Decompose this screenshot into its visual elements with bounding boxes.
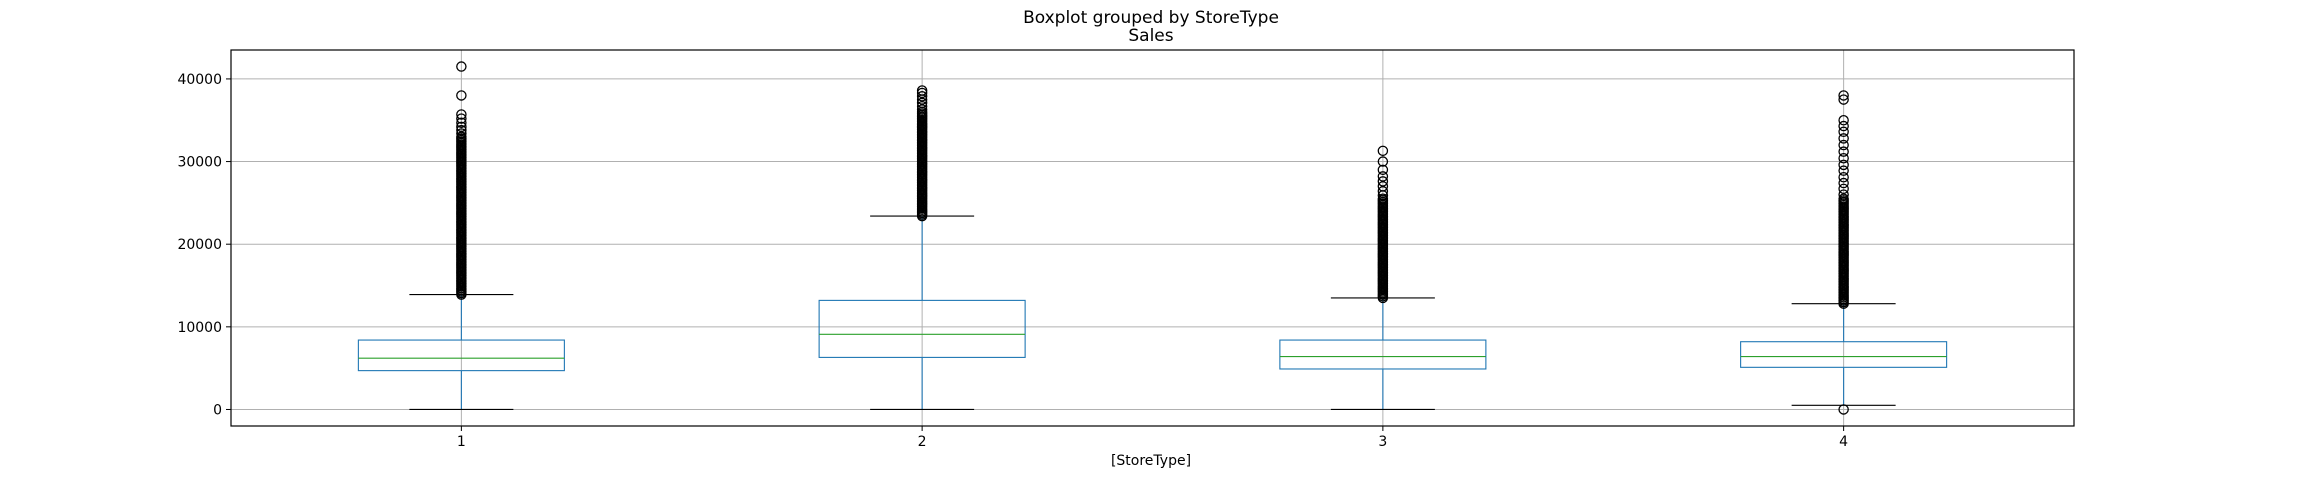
y-tick-label: 30000 <box>177 155 222 171</box>
outlier-point <box>456 109 467 120</box>
box-group-2 <box>818 85 1026 411</box>
outlier-point <box>456 90 467 101</box>
outlier-point <box>1838 94 1849 105</box>
outlier-point <box>916 97 928 109</box>
outlier-point <box>1838 165 1849 176</box>
iqr-box <box>1740 341 1948 368</box>
y-tick-label: 0 <box>213 402 222 418</box>
outlier-point <box>1838 159 1849 171</box>
outlier-point <box>1377 156 1389 167</box>
outlier-point <box>1838 183 1849 195</box>
outlier-point <box>1838 153 1849 164</box>
box-group-4 <box>1740 90 1948 415</box>
box-group-1 <box>357 61 565 411</box>
boxplot-series <box>357 61 1948 415</box>
iqr-box <box>818 299 1026 358</box>
outlier-point <box>1838 90 1849 101</box>
chart-title: Boxplot grouped by StoreType <box>1023 8 1279 28</box>
y-tick-label: 20000 <box>177 237 222 253</box>
outlier-point <box>916 85 928 96</box>
grid-lines <box>231 50 2074 426</box>
iqr-box <box>1279 339 1487 370</box>
outlier-point <box>1377 171 1389 182</box>
outlier-point <box>1377 164 1389 176</box>
outlier-point <box>1377 193 1389 204</box>
outlier-point <box>1838 146 1849 157</box>
outlier-point <box>456 113 467 124</box>
outlier-point <box>1838 404 1849 415</box>
outlier-point <box>1377 186 1389 197</box>
x-axis-label: [StoreType] <box>1111 453 1191 469</box>
outlier-point <box>1838 133 1849 144</box>
plot-area-frame <box>230 49 2075 427</box>
iqr-box <box>357 339 565 372</box>
outlier-point <box>916 100 928 112</box>
outlier-point <box>456 61 467 72</box>
box-group-3 <box>1279 145 1487 411</box>
x-axis-ticks: 1 2 3 4 <box>457 426 1848 450</box>
outlier-point <box>1377 145 1389 157</box>
x-tick-label: 4 <box>1839 434 1848 450</box>
outlier-point <box>1838 126 1849 138</box>
outlier-point <box>456 128 467 139</box>
outlier-point <box>916 104 928 115</box>
y-axis-ticks: 0 10000 20000 30000 40000 <box>177 72 231 418</box>
outlier-point <box>456 124 467 136</box>
outlier-point <box>1377 181 1389 192</box>
outlier-point <box>1838 139 1849 151</box>
outlier-point <box>1838 193 1849 204</box>
y-tick-label: 40000 <box>177 72 222 88</box>
x-tick-label: 3 <box>1378 434 1387 450</box>
y-tick-label: 10000 <box>177 320 222 336</box>
x-tick-label: 2 <box>918 434 927 450</box>
x-tick-label: 1 <box>457 434 466 450</box>
outlier-point <box>456 117 467 128</box>
outlier-point <box>1838 177 1849 189</box>
outlier-point <box>1838 189 1849 200</box>
outlier-point <box>1377 176 1389 187</box>
outlier-point <box>456 131 467 143</box>
chart-subtitle: Sales <box>1128 26 1173 46</box>
outlier-point <box>1838 172 1849 183</box>
outlier-point <box>1838 120 1849 132</box>
outlier-point <box>1838 114 1849 126</box>
outlier-point <box>456 121 467 133</box>
outlier-point <box>916 91 928 102</box>
